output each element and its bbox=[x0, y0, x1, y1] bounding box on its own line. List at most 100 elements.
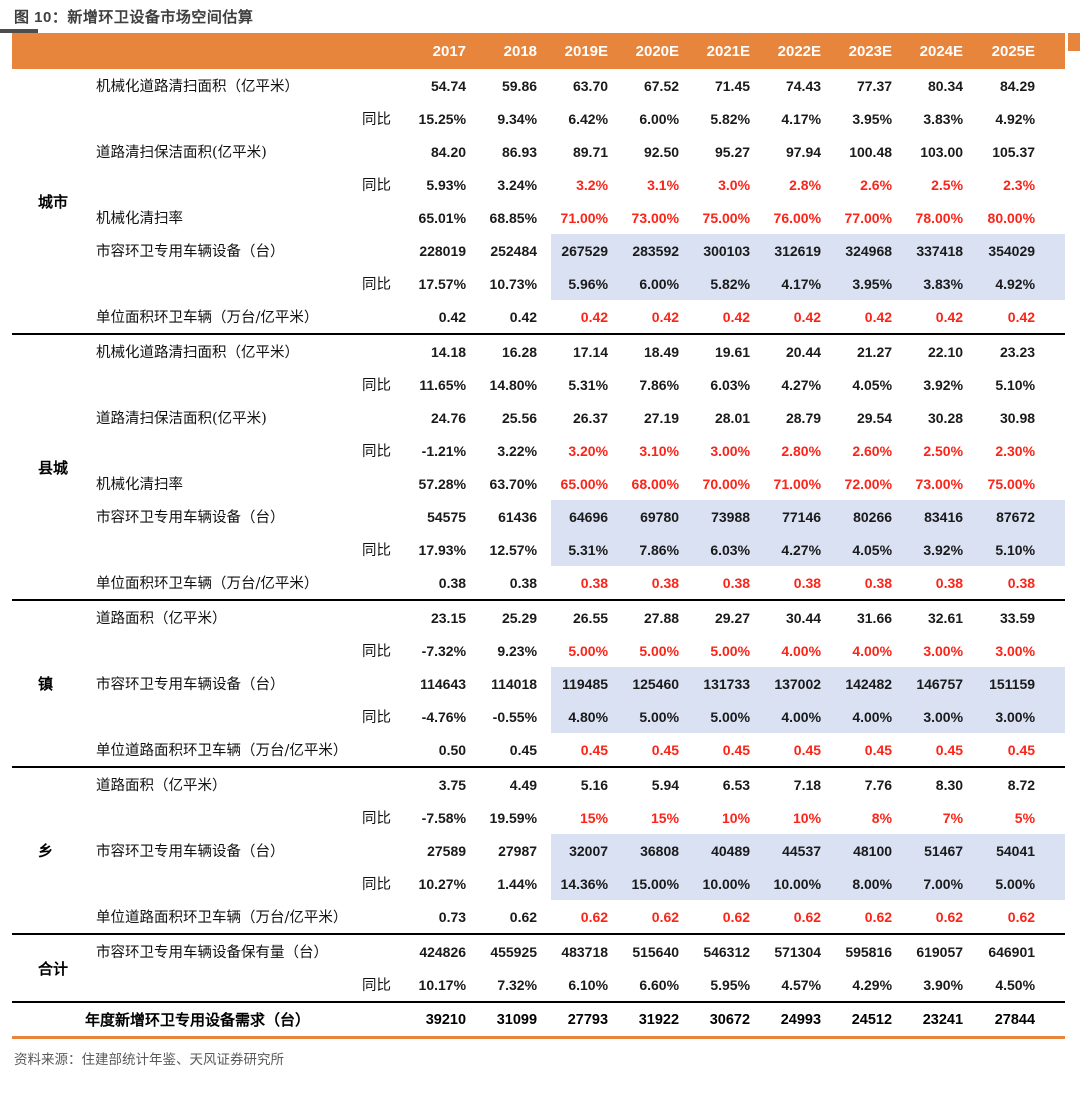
table-row: 同比 -7.32% 9.23% 5.00% 5.00% 5.00% 4.00% 4.00% 3.… bbox=[12, 634, 1065, 667]
value-town-2023e: 0.45 bbox=[864, 741, 893, 758]
value-county-2019e: 3.20% bbox=[568, 442, 609, 459]
table-row: 同比 5.93% 3.24% 3.2% 3.1% 3.0% 2.8% 2.6% 2.5% 2.3% bbox=[12, 168, 1065, 201]
value-township-2018: 27987 bbox=[498, 842, 538, 859]
value-county-2025e: 23.23 bbox=[977, 333, 1066, 368]
value-township-2025e: 54041 bbox=[977, 834, 1066, 867]
value-county-2019e: 26.37 bbox=[572, 409, 609, 426]
value-city-2019e: 3.2% bbox=[576, 176, 609, 193]
group-township: 乡道路面积（亿平米） 3.75 4.49 5.16 5.94 6.53 7.18 7.76 8.… bbox=[12, 766, 1066, 934]
yoy-label-empty bbox=[343, 333, 410, 368]
table-row: 市容环卫专用车辆设备（台） 114643 114018 119485 125460 131… bbox=[12, 667, 1066, 700]
value-city-2024e: 78.00% bbox=[915, 209, 964, 226]
value-county-2022e: 2.80% bbox=[781, 442, 822, 459]
value-total-2021e: 5.95% bbox=[710, 976, 751, 993]
table-row: 城市 机械化道路清扫面积（亿平米） 54.74 59.86 63.70 67.52 71.4… bbox=[12, 69, 1065, 211]
final-value-2019e: 27793 bbox=[551, 1001, 623, 1039]
value-city-2019e: 267529 bbox=[551, 234, 623, 267]
value-city-2020e: 283592 bbox=[622, 234, 694, 267]
value-town-2023e: 31.66 bbox=[835, 599, 907, 634]
value-county-2017: 11.65% bbox=[419, 376, 467, 393]
value-total-2022e: 4.57% bbox=[781, 976, 822, 993]
value-town-2022e: 4.00% bbox=[764, 700, 836, 733]
value-county-2023e: 0.38 bbox=[864, 574, 893, 591]
row-label: 单位道路面积环卫车辆（万台/亿平米） bbox=[96, 910, 343, 926]
value-town-2023e: 4.00% bbox=[852, 642, 893, 659]
value-total-2023e: 595816 bbox=[835, 933, 907, 968]
value-county-2017: 0.38 bbox=[438, 574, 467, 591]
value-township-2022e: 44537 bbox=[764, 834, 836, 867]
value-total-2019e: 483718 bbox=[551, 933, 623, 968]
value-city-2021e: 71.45 bbox=[714, 77, 751, 94]
value-city-2018: 59.86 bbox=[501, 77, 538, 94]
value-city-2018: 68.85% bbox=[489, 209, 538, 226]
value-city-2024e: 3.83% bbox=[906, 267, 978, 300]
value-township-2024e: 7% bbox=[942, 809, 964, 826]
value-county-2023e: 29.54 bbox=[856, 409, 893, 426]
value-city-2018: 0.42 bbox=[509, 308, 538, 325]
value-city-2022e: 312619 bbox=[764, 234, 836, 267]
final-value-2020e: 31922 bbox=[622, 1001, 694, 1039]
value-city-2017: 84.20 bbox=[430, 143, 467, 160]
value-township-2025e: 5% bbox=[1014, 809, 1036, 826]
value-township-2020e: 15.00% bbox=[622, 867, 694, 900]
final-value-2022e: 24993 bbox=[764, 1001, 836, 1039]
value-city-2023e: 77.37 bbox=[856, 77, 893, 94]
value-county-2024e: 3.92% bbox=[923, 376, 964, 393]
value-city-2023e: 100.48 bbox=[849, 143, 893, 160]
value-city-2022e: 0.42 bbox=[793, 308, 822, 325]
row-label: 市容环卫专用车辆设备（台） bbox=[96, 844, 285, 860]
group-label-total: 合计 bbox=[12, 933, 90, 1002]
value-county-2019e: 5.31% bbox=[568, 376, 609, 393]
value-county-2020e: 7.86% bbox=[622, 533, 694, 566]
row-label: 机械化清扫率 bbox=[96, 211, 183, 227]
value-county-2017: 54575 bbox=[427, 508, 467, 525]
value-city-2020e: 73.00% bbox=[631, 209, 680, 226]
value-county-2017: 24.76 bbox=[430, 409, 467, 426]
value-county-2018: 3.22% bbox=[497, 442, 538, 459]
table-container: 2017 2018 2019E 2020E 2021E 2022E 2023E 2024E 20… bbox=[12, 33, 1066, 1039]
table-row: 机械化清扫率 65.01% 68.85% 71.00% 73.00% 75.00% 76.0… bbox=[12, 201, 1065, 234]
value-county-2018: 25.56 bbox=[501, 409, 538, 426]
value-county-2024e: 22.10 bbox=[906, 333, 978, 368]
value-town-2020e: 125460 bbox=[622, 667, 694, 700]
final-value-2025e: 27844 bbox=[977, 1001, 1066, 1039]
value-town-2018: 25.29 bbox=[480, 599, 552, 634]
table-row: 市容环卫专用车辆设备（台） 228019 252484 267529 283592 300… bbox=[12, 234, 1066, 267]
value-township-2019e: 5.16 bbox=[551, 766, 623, 801]
value-county-2022e: 4.27% bbox=[781, 376, 822, 393]
value-county-2025e: 2.30% bbox=[995, 442, 1036, 459]
value-city-2025e: 105.37 bbox=[992, 143, 1036, 160]
value-county-2020e: 0.38 bbox=[651, 574, 680, 591]
value-township-2023e: 8.00% bbox=[835, 867, 907, 900]
value-township-2020e: 36808 bbox=[622, 834, 694, 867]
value-city-2020e: 67.52 bbox=[643, 77, 680, 94]
value-total-2023e: 4.29% bbox=[852, 976, 893, 993]
value-county-2022e: 71.00% bbox=[773, 475, 822, 492]
value-town-2021e: 0.45 bbox=[722, 741, 751, 758]
value-county-2023e: 21.27 bbox=[835, 333, 907, 368]
row-label: 单位面积环卫车辆（万台/亿平米） bbox=[96, 576, 319, 592]
value-county-2021e: 28.01 bbox=[714, 409, 751, 426]
row-label: 市容环卫专用车辆设备保有量（台） bbox=[90, 933, 343, 968]
value-township-2025e: 0.62 bbox=[1007, 908, 1036, 925]
yoy-label: 同比 bbox=[362, 877, 392, 893]
table-row: 市容环卫专用车辆设备（台） 27589 27987 32007 36808 40489 44… bbox=[12, 834, 1066, 867]
value-town-2021e: 29.27 bbox=[693, 599, 765, 634]
value-total-2021e: 546312 bbox=[693, 933, 765, 968]
value-total-2024e: 3.90% bbox=[923, 976, 964, 993]
yoy-label-empty bbox=[343, 667, 409, 700]
value-city-2025e: 354029 bbox=[977, 234, 1066, 267]
value-city-2021e: 300103 bbox=[693, 234, 765, 267]
value-county-2021e: 70.00% bbox=[702, 475, 751, 492]
value-town-2019e: 0.45 bbox=[580, 741, 609, 758]
figure-title: 图 10：新增环卫设备市场空间估算 bbox=[14, 9, 254, 26]
value-city-2021e: 75.00% bbox=[702, 209, 751, 226]
row-label bbox=[90, 801, 343, 834]
value-city-2025e: 4.92% bbox=[977, 267, 1066, 300]
value-total-2020e: 515640 bbox=[622, 933, 694, 968]
value-town-2024e: 32.61 bbox=[906, 599, 978, 634]
year-header-2023e: 2023E bbox=[835, 33, 907, 69]
value-county-2025e: 5.10% bbox=[995, 376, 1036, 393]
value-county-2020e: 69780 bbox=[622, 500, 694, 533]
year-header-row: 2017 2018 2019E 2020E 2021E 2022E 2023E 2024E 20… bbox=[12, 33, 1066, 69]
